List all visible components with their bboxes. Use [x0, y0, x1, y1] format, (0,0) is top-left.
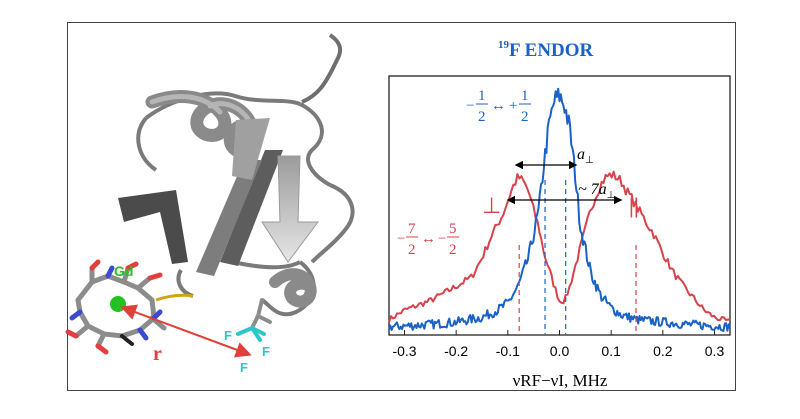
blue-spectrum-line: [388, 87, 731, 332]
x-tick-label: 0.0: [550, 343, 570, 359]
outer-transition-label: − 7 2 ↔ − 5 2: [397, 221, 459, 258]
x-axis: -0.3 -0.2 -0.1 0.0 0.1 0.2 0.3: [392, 330, 724, 359]
ct-arrow: ↔: [491, 98, 506, 114]
seven-a-perp-label: ~ 7a⊥: [578, 181, 615, 201]
protein-beta-strand: [196, 160, 262, 276]
x-tick-label: 0.1: [601, 343, 621, 359]
x-axis-label: νRF−νI, MHz: [513, 371, 608, 390]
x-tick-label: -0.3: [392, 343, 416, 359]
spectrum-title: 19F ENDOR: [498, 39, 594, 61]
ct-num-right: 1: [521, 88, 529, 104]
protein-coil: [301, 33, 343, 104]
title-main: F ENDOR: [509, 40, 594, 61]
protein-linker: [155, 293, 194, 302]
protein-helix: [269, 268, 317, 308]
x-tick-label: 0.3: [705, 343, 725, 359]
ot-den-right: 2: [449, 242, 457, 258]
protein-coil: [136, 116, 158, 172]
a-perp-sub: ⊥: [585, 155, 594, 166]
protein-beta-strand: [220, 150, 283, 266]
a-perp-label: a⊥: [577, 146, 594, 166]
seven-a-perp-text: ~ 7a: [578, 181, 607, 198]
ot-arrow: ↔: [421, 231, 436, 247]
seven-a-perp-sub: ⊥: [607, 190, 616, 201]
red-spectrum-line: [388, 170, 731, 323]
ct-num-left: 1: [478, 88, 486, 104]
protein-beta-strand: [232, 118, 270, 180]
x-tick-label: 0.2: [653, 343, 673, 359]
protein-structure: Gd F F F r: [65, 33, 355, 375]
distance-label: r: [153, 343, 162, 365]
ot-minus-right: −: [438, 231, 446, 247]
ct-den-right: 2: [521, 109, 529, 125]
protein-coil: [232, 260, 301, 270]
ct-plus: +: [509, 98, 517, 114]
protein-coil: [144, 91, 301, 120]
gd-atom: [110, 296, 126, 312]
title-superscript: 19: [498, 39, 510, 51]
fluorine-label-3: F: [240, 360, 248, 375]
spectrum-series: [388, 87, 731, 332]
ot-den-left: 2: [408, 242, 416, 258]
plot-box: [388, 75, 731, 336]
protein-coil: [299, 102, 332, 187]
ot-num-right: 5: [449, 221, 457, 237]
a-perp-letter: a: [577, 146, 585, 163]
x-tick-label: -0.1: [496, 343, 520, 359]
distance-arrow: [120, 304, 252, 358]
gd-label: Gd: [114, 263, 133, 279]
protein-coil: [260, 260, 316, 317]
protein-coil: [176, 268, 194, 298]
perp-symbol: ⊥: [482, 193, 501, 218]
vertical-markers: [518, 180, 637, 334]
fluorine-label-1: F: [224, 328, 232, 343]
protein-beta-arrow: [261, 155, 319, 263]
fluorine-label-2: F: [262, 344, 270, 359]
cf3-group: [236, 298, 272, 342]
protein-beta-strand: [118, 190, 188, 264]
parallel-symbol: ||: [629, 193, 639, 218]
ot-minus-left: −: [397, 231, 405, 247]
ct-minus: −: [466, 98, 474, 114]
protein-coil: [310, 183, 355, 264]
central-transition-label: − 1 2 ↔ + 1 2: [466, 88, 531, 125]
x-tick-label: -0.2: [444, 343, 468, 359]
ct-den-left: 2: [478, 109, 486, 125]
ot-num-left: 7: [408, 221, 416, 237]
